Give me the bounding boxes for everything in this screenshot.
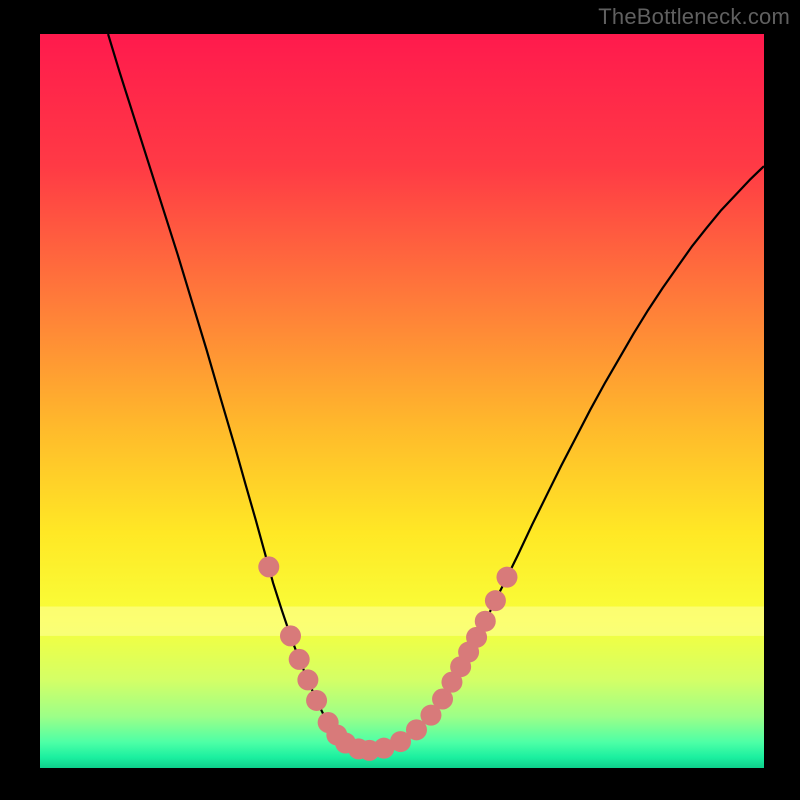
chart-container: TheBottleneck.com <box>0 0 800 800</box>
chart-svg <box>0 0 800 800</box>
curve-marker <box>280 625 301 646</box>
highlight-band <box>40 607 764 636</box>
curve-marker <box>258 556 279 577</box>
curve-marker <box>496 567 517 588</box>
watermark: TheBottleneck.com <box>598 4 790 30</box>
curve-marker <box>297 669 318 690</box>
curve-marker <box>289 649 310 670</box>
plot-background <box>40 34 764 768</box>
curve-marker <box>475 611 496 632</box>
curve-marker <box>485 590 506 611</box>
curve-marker <box>306 690 327 711</box>
